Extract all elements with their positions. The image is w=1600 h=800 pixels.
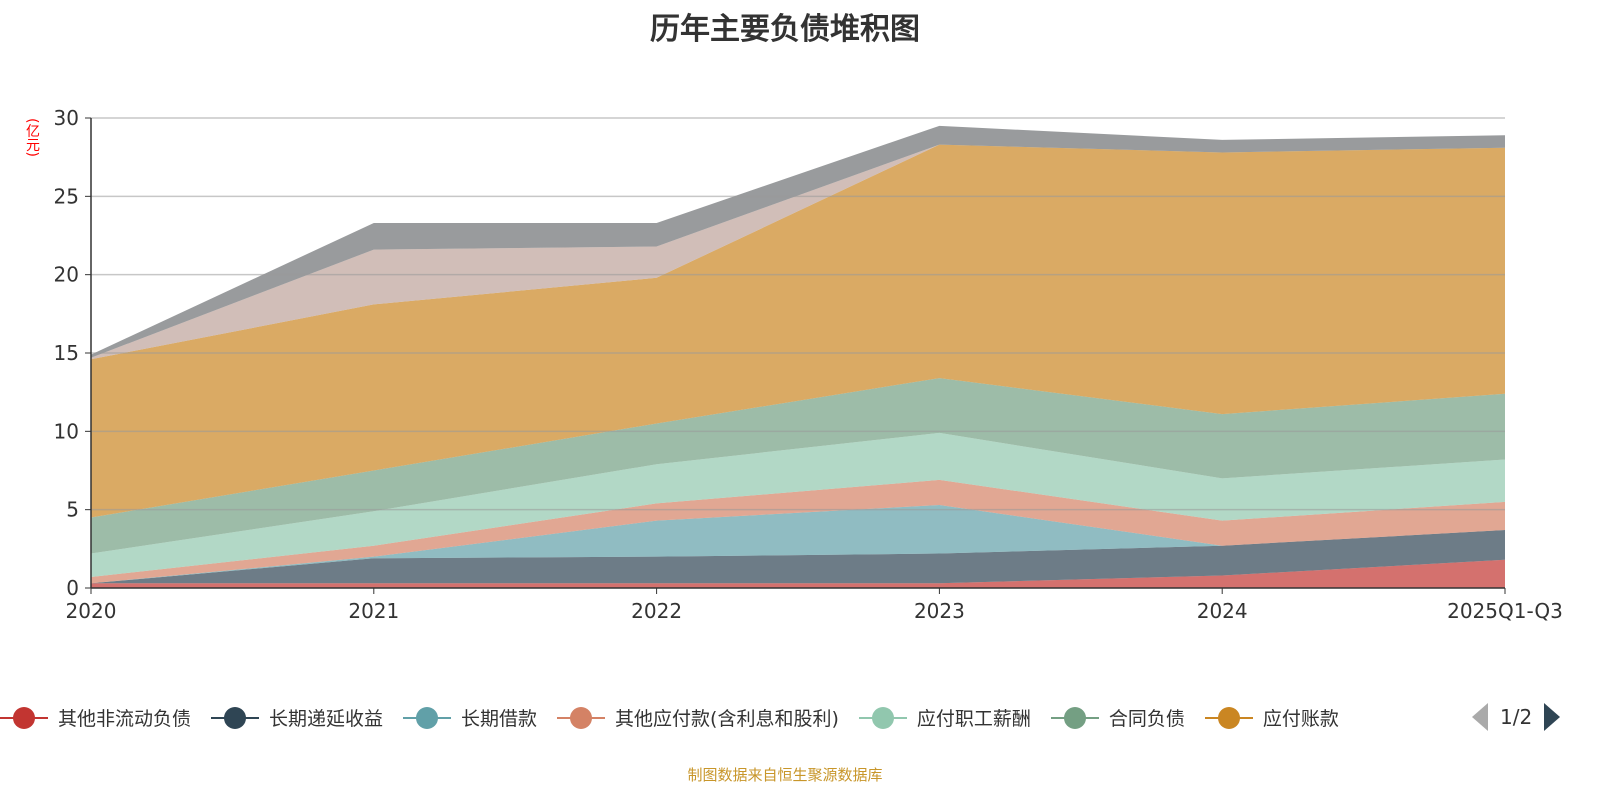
- x-tick-label: 2021: [348, 599, 399, 623]
- legend-label: 长期递延收益: [269, 708, 384, 730]
- legend-label: 应付账款: [1262, 708, 1339, 730]
- area-series-0: [91, 559, 1505, 588]
- y-tick-label: 15: [54, 341, 79, 365]
- next-page-icon[interactable]: [1544, 703, 1561, 731]
- x-tick-label: 2022: [631, 599, 682, 623]
- legend-label: 长期借款: [461, 708, 538, 730]
- legend-label: 其他非流动负债: [58, 708, 192, 730]
- area-series-8: [91, 125, 1505, 358]
- legend-item[interactable]: 合同负债: [1050, 704, 1185, 731]
- y-tick-label: 30: [54, 106, 79, 130]
- legend-item[interactable]: 应付账款: [1204, 704, 1339, 731]
- stacked-area-chart: 0 5 10 15 20 25 30 2020 2021 2022 2023 2024 2025Q1-Q…: [54, 106, 1563, 623]
- area-series-5: [91, 378, 1505, 554]
- area-series-1: [91, 530, 1505, 584]
- legend-marker-icon: [0, 706, 48, 730]
- page-indicator: 1/2: [1500, 705, 1533, 729]
- legend-marker-icon: [1050, 706, 1099, 730]
- y-tick-label: 10: [54, 419, 79, 443]
- x-tick-label: 2023: [914, 599, 965, 623]
- legend-label: 其他应付款(含利息和股利): [615, 708, 839, 730]
- y-tick-label: 20: [54, 263, 79, 287]
- chart-title: 历年主要负债堆积图: [650, 12, 920, 47]
- source-note: 制图数据来自恒生聚源数据库: [687, 766, 883, 784]
- area-series-4: [91, 432, 1505, 578]
- legend-pager: 1/2: [1472, 703, 1561, 731]
- legend-item[interactable]: 应付职工薪酬: [858, 704, 1031, 731]
- legend-item[interactable]: 其他应付款(含利息和股利): [557, 704, 839, 731]
- y-tick-label: 0: [66, 576, 79, 600]
- area-series-3: [91, 479, 1505, 584]
- legend: 其他非流动负债 长期递延收益 长期借款 其他应付款(含利息和股利) 应付职工薪酬 合同负债…: [0, 704, 1470, 734]
- area-series-6: [91, 144, 1505, 518]
- prev-page-icon[interactable]: [1472, 703, 1488, 731]
- x-tick-label: 2025Q1-Q3: [1447, 599, 1563, 623]
- area-series-2: [91, 504, 1505, 584]
- legend-label: 应付职工薪酬: [916, 708, 1031, 730]
- legend-item[interactable]: 长期借款: [403, 704, 537, 731]
- legend-item[interactable]: 其他非流动负债: [0, 704, 191, 731]
- legend-item[interactable]: 长期递延收益: [211, 704, 383, 731]
- area-series-7: [91, 144, 1505, 360]
- legend-label: 合同负债: [1108, 708, 1185, 730]
- legend-marker-icon: [1204, 706, 1253, 730]
- legend-marker-icon: [557, 706, 606, 730]
- x-tick-label: 2020: [66, 599, 117, 623]
- legend-marker-icon: [858, 706, 907, 730]
- legend-marker-icon: [211, 706, 260, 730]
- y-tick-label: 25: [54, 184, 79, 208]
- y-tick-label: 5: [66, 498, 79, 522]
- x-tick-label: 2024: [1197, 599, 1248, 623]
- y-axis-unit: (亿元): [24, 118, 40, 157]
- legend-marker-icon: [403, 706, 452, 730]
